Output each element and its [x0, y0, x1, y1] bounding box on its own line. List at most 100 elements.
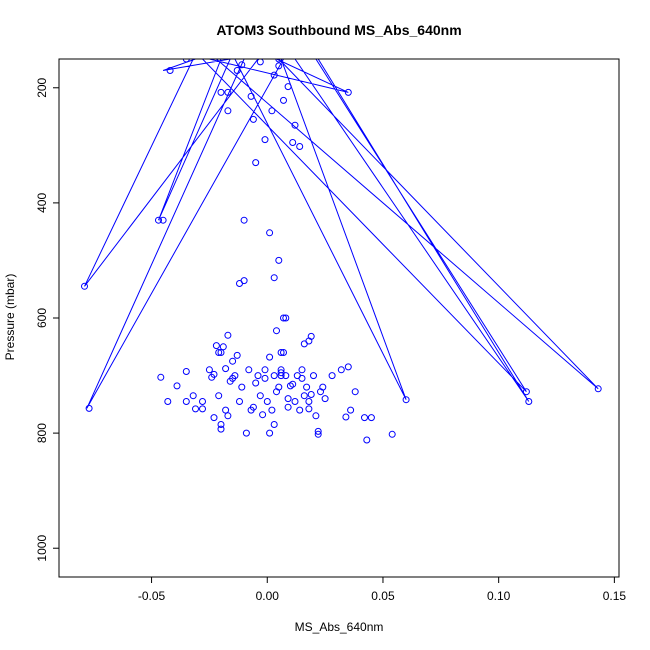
- data-point: [261, 136, 269, 144]
- data-point: [594, 385, 602, 393]
- data-point: [210, 370, 218, 378]
- data-point: [347, 406, 355, 414]
- x-tick-label: -0.05: [138, 589, 166, 603]
- data-point: [321, 395, 329, 403]
- data-point: [189, 392, 197, 400]
- data-point: [289, 380, 297, 388]
- data-point: [300, 392, 308, 400]
- y-tick-label: 1000: [35, 535, 49, 562]
- data-point: [296, 406, 304, 414]
- data-point: [305, 337, 313, 345]
- data-point: [222, 365, 230, 373]
- data-point: [277, 369, 285, 377]
- data-point: [277, 349, 285, 356]
- data-point: [224, 107, 232, 115]
- data-point: [314, 430, 322, 438]
- data-point: [261, 366, 269, 374]
- chart-title: ATOM3 Southbound MS_Abs_640nm: [216, 22, 461, 38]
- plot-area: [81, 59, 602, 444]
- data-point: [256, 59, 264, 66]
- data-point: [229, 374, 237, 382]
- x-tick-label: 0.05: [371, 589, 395, 603]
- data-point: [337, 366, 345, 374]
- data-point: [522, 388, 530, 396]
- x-axis-ticks: -0.05 0.00 0.05 0.10 0.15: [138, 577, 626, 603]
- data-point: [222, 406, 230, 414]
- data-point: [268, 107, 276, 115]
- x-tick-label: 0.15: [603, 589, 627, 603]
- data-point: [157, 373, 165, 381]
- data-point: [256, 392, 264, 400]
- data-point: [361, 414, 368, 422]
- data-point: [312, 412, 320, 420]
- x-axis-label: MS_Abs_640nm: [295, 620, 384, 634]
- data-point: [259, 411, 267, 419]
- data-point: [233, 351, 241, 359]
- data-point: [284, 395, 292, 403]
- data-point: [233, 67, 241, 74]
- data-point: [305, 398, 313, 405]
- series-line-0: [84, 59, 599, 409]
- data-point: [305, 405, 313, 413]
- data-point: [164, 398, 172, 405]
- data-point: [247, 92, 255, 100]
- data-point: [242, 429, 250, 437]
- data-point: [284, 83, 292, 91]
- data-point: [344, 88, 352, 96]
- data-point: [275, 383, 283, 391]
- data-point: [525, 398, 533, 405]
- data-point: [284, 403, 292, 411]
- data-point: [275, 62, 283, 70]
- data-point: [268, 406, 276, 414]
- data-point: [291, 398, 299, 405]
- data-point: [224, 88, 232, 96]
- data-point: [261, 374, 269, 382]
- data-point: [367, 414, 375, 422]
- data-point: [249, 403, 257, 411]
- data-point: [266, 353, 274, 361]
- data-point: [215, 392, 223, 400]
- data-point: [240, 216, 248, 224]
- data-point: [249, 115, 257, 123]
- data-point: [245, 366, 253, 374]
- data-point: [270, 274, 278, 282]
- data-point: [291, 121, 299, 129]
- data-point: [298, 374, 306, 382]
- data-point: [252, 379, 260, 387]
- data-point: [236, 398, 243, 405]
- data-point: [182, 59, 190, 63]
- x-tick-label: 0.00: [256, 589, 280, 603]
- data-point: [212, 342, 220, 350]
- data-point: [217, 425, 225, 433]
- data-point: [342, 413, 350, 421]
- data-point: [229, 357, 237, 365]
- data-point: [388, 430, 396, 438]
- data-point: [263, 398, 271, 405]
- data-point: [182, 368, 190, 375]
- y-axis-label: Pressure (mbar): [3, 274, 17, 361]
- data-point: [266, 429, 274, 437]
- data-point: [303, 383, 311, 391]
- data-point: [289, 139, 297, 146]
- data-point: [314, 427, 322, 435]
- data-point: [402, 396, 410, 404]
- data-point: [266, 229, 274, 237]
- data-point: [275, 59, 283, 63]
- data-point: [307, 391, 315, 398]
- data-point: [199, 405, 206, 413]
- y-tick-label: 200: [35, 77, 49, 97]
- data-point: [217, 421, 225, 428]
- data-point: [155, 216, 162, 224]
- data-point: [280, 349, 287, 356]
- data-point: [217, 88, 225, 96]
- y-tick-label: 600: [35, 308, 49, 328]
- y-tick-label: 400: [35, 193, 49, 213]
- data-point: [254, 372, 262, 380]
- data-point: [224, 412, 232, 420]
- data-point: [166, 67, 174, 74]
- data-point: [310, 372, 317, 380]
- data-point: [296, 143, 304, 150]
- data-point: [182, 398, 190, 405]
- data-point: [219, 343, 227, 351]
- data-point: [159, 216, 167, 224]
